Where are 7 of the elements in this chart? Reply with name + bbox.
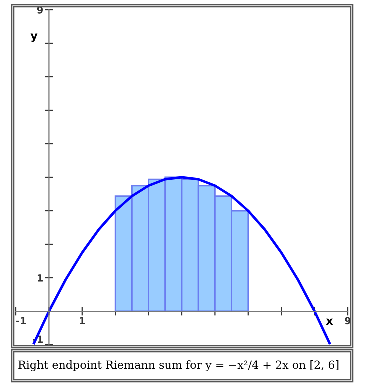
y-tick-label: 1 — [38, 274, 43, 282]
y-axis-title: y — [30, 34, 38, 42]
x-tick-label: -1 — [16, 317, 26, 324]
x-axis-title: x — [326, 318, 334, 325]
x-tick-label: 9 — [345, 317, 351, 325]
text: Right endpoint Riemann sum for y = −x²/4 + 2x on [2, 6] — [18, 360, 339, 372]
x-tick-label: 1 — [80, 317, 86, 324]
